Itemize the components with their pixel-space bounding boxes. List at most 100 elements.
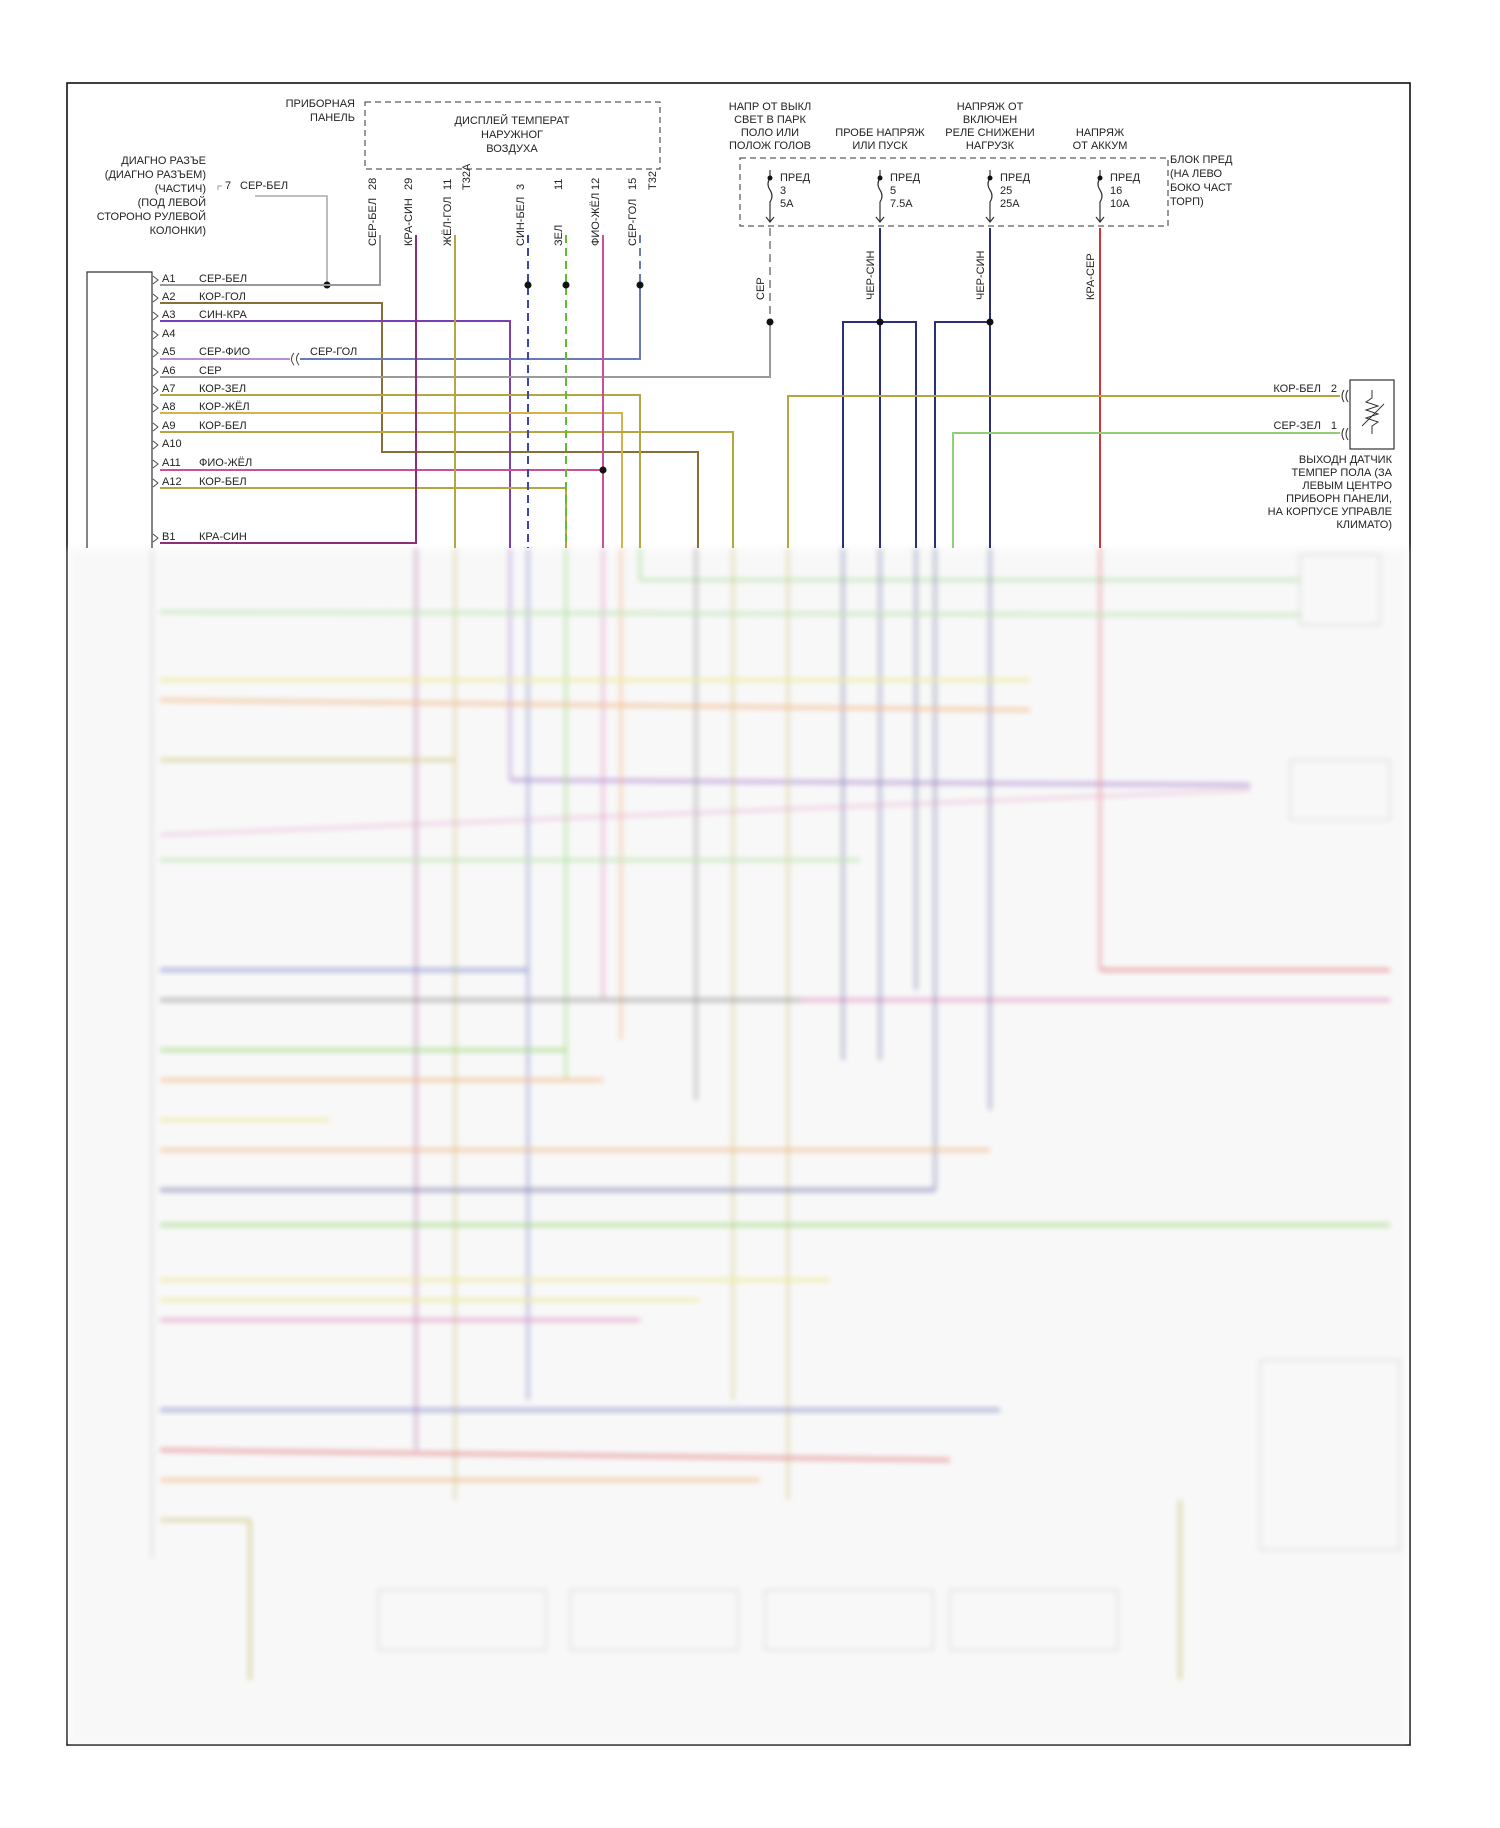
diag-line: (ДИАГНО РАЗЪЕМ) bbox=[105, 169, 206, 181]
control-pin-number: A7 bbox=[162, 383, 175, 395]
display-line: ДИСПЛЕЙ ТЕМПЕРАТ bbox=[455, 114, 570, 127]
diag-wire-label: СЕР-БЕЛ bbox=[240, 180, 288, 192]
power-source-line: НАГРУЗК bbox=[966, 140, 1015, 152]
display-box bbox=[364, 101, 661, 170]
display-line: НАРУЖНОГ bbox=[481, 129, 543, 141]
sensor-pin-wire: КОР-БЕЛ bbox=[1273, 383, 1321, 395]
control-pin-number: A1 bbox=[162, 273, 175, 285]
fuse-box bbox=[739, 157, 1169, 227]
display-pin-wire: КРА-СИН bbox=[403, 198, 415, 246]
pin-terminal bbox=[152, 330, 159, 340]
fuse-icon bbox=[1095, 170, 1105, 223]
pin-terminal bbox=[152, 293, 159, 303]
control-pin-wire: ФИО-ЖЁЛ bbox=[199, 457, 252, 469]
fuse-wire: КРА-СЕР bbox=[1085, 253, 1097, 300]
inline-wire-label: СЕР-ГОЛ bbox=[310, 346, 357, 358]
fuse-number: 25 bbox=[1000, 185, 1012, 197]
fuse-terminal bbox=[767, 175, 773, 181]
fuse-label: ПРЕД bbox=[1110, 172, 1141, 184]
fuse-box-line: (НА ЛЕВО bbox=[1170, 168, 1223, 180]
control-pin-wire: КОР-БЕЛ bbox=[199, 476, 247, 488]
fuse-number: 3 bbox=[780, 185, 786, 197]
control-pin-number: B1 bbox=[162, 531, 175, 543]
control-pin-number: A11 bbox=[162, 457, 181, 469]
fuse-wire: ЧЕР-СИН bbox=[865, 250, 877, 300]
fuse-number: 5 bbox=[890, 185, 896, 197]
fuse-box-label: БЛОК ПРЕД (НА ЛЕВО БОКО ЧАСТ ТОРП) bbox=[1170, 154, 1233, 208]
control-pin-number: A3 bbox=[162, 309, 175, 321]
diag-line: (ПОД ЛЕВОЙ bbox=[138, 196, 206, 209]
diag-line: (ЧАСТИЧ) bbox=[155, 183, 206, 195]
diag-pin: 7 bbox=[225, 180, 231, 192]
sensor-pin-wire: СЕР-ЗЕЛ bbox=[1274, 420, 1321, 432]
control-pin-wire: КОР-ЖЁЛ bbox=[199, 401, 250, 413]
fuse-rating: 5A bbox=[780, 198, 794, 210]
control-pin-wire: КОР-ГОЛ bbox=[199, 291, 246, 303]
instrument-panel: ПРИБОРНАЯ ПАНЕЛЬ bbox=[286, 98, 355, 124]
diag-connector-label: ДИАГНО РАЗЪЕ (ДИАГНО РАЗЪЕМ) (ЧАСТИЧ)(ПОД … bbox=[97, 155, 206, 237]
power-source-line: ПРОБЕ НАПРЯЖ bbox=[835, 127, 924, 139]
pin-terminal bbox=[152, 385, 159, 395]
fuse-terminal bbox=[1097, 175, 1103, 181]
obscured-lower-area bbox=[68, 548, 1408, 1744]
power-source-line: СВЕТ В ПАРК bbox=[734, 114, 806, 126]
power-source-line: ИЛИ ПУСК bbox=[852, 140, 908, 152]
display-pin-number: 15 bbox=[627, 178, 639, 190]
display-pin-number: 28 bbox=[367, 178, 379, 190]
diagram-frame bbox=[66, 82, 1411, 1746]
floor-temp-sensor bbox=[1349, 379, 1395, 450]
control-pin-wire: СЕР-БЕЛ bbox=[199, 273, 247, 285]
control-pin-wire: КОР-ЗЕЛ bbox=[199, 383, 246, 395]
pin-terminal bbox=[152, 311, 159, 321]
control-pin-wire: СИН-КРА bbox=[199, 309, 247, 321]
fuse-rating: 25A bbox=[1000, 198, 1020, 210]
control-pin-wire: КОР-БЕЛ bbox=[199, 420, 247, 432]
pin-terminal bbox=[152, 275, 159, 285]
diag-wire bbox=[217, 185, 222, 190]
sensor-line: ЛЕВЫМ ЦЕНТРО bbox=[1302, 480, 1392, 492]
display-pin-number: 3 bbox=[515, 184, 527, 190]
pin-terminal bbox=[152, 403, 159, 413]
junction-dots bbox=[524, 281, 994, 474]
power-source-line: НАПРЯЖ bbox=[1076, 127, 1124, 139]
pin-terminal bbox=[152, 367, 159, 377]
fuse-terminal bbox=[987, 175, 993, 181]
fuse-icon bbox=[875, 170, 885, 223]
sensor-line: КЛИМАТО) bbox=[1336, 519, 1392, 531]
sensor-line: ВЫХОДН ДАТЧИК bbox=[1299, 454, 1393, 466]
sensor-line: НА КОРПУСЕ УПРАВЛЕ bbox=[1268, 506, 1392, 518]
fuse-wire: ЧЕР-СИН bbox=[975, 250, 987, 300]
power-source-line: НАПР ОТ ВЫКЛ bbox=[729, 101, 812, 113]
display-pin-wire: СИН-БЕЛ bbox=[515, 197, 527, 246]
display-label: ДИСПЛЕЙ ТЕМПЕРАТ НАРУЖНОГ ВОЗДУХА bbox=[455, 114, 570, 155]
control-pin-number: A10 bbox=[162, 438, 182, 450]
fuse-box-line: БОКО ЧАСТ bbox=[1170, 182, 1233, 194]
sensor-line: ПРИБОРН ПАНЕЛИ, bbox=[1286, 493, 1392, 505]
control-pin-number: A4 bbox=[162, 328, 175, 340]
fuse-icon bbox=[765, 170, 775, 223]
control-pin-number: A6 bbox=[162, 365, 175, 377]
power-source-line: ОТ АККУМ bbox=[1073, 140, 1128, 152]
display-pin-wire: ФИО-ЖЁЛ bbox=[590, 193, 602, 246]
instrument-panel-line: ПАНЕЛЬ bbox=[310, 112, 355, 124]
pin-terminal bbox=[152, 533, 159, 543]
power-source-line: ВКЛЮЧЕН bbox=[963, 114, 1017, 126]
fuse-icon bbox=[985, 170, 995, 223]
fuse-number: 16 bbox=[1110, 185, 1122, 197]
diag-line: КОЛОНКИ) bbox=[150, 225, 206, 237]
display-pin-number: 12 bbox=[590, 178, 602, 190]
display-pin-wire: СЕР-БЕЛ bbox=[367, 198, 379, 246]
fuse-wire: СЕР bbox=[755, 277, 767, 300]
display-pins: 28 СЕР-БЕЛ 29 КРА-СИН 11 ЖЁЛ-ГОЛ T32A 3 СИН-БЕЛ 1… bbox=[367, 163, 659, 246]
pin-terminal bbox=[152, 348, 159, 358]
control-pin-number: A12 bbox=[162, 476, 182, 488]
display-line: ВОЗДУХА bbox=[486, 143, 538, 155]
fuse-label: ПРЕД bbox=[1000, 172, 1031, 184]
control-pin-wire: СЕР-ФИО bbox=[199, 346, 251, 358]
fuse-terminal bbox=[877, 175, 883, 181]
sensor-line: ТЕМПЕР ПОЛА (ЗА bbox=[1292, 467, 1393, 479]
pin-terminal bbox=[152, 422, 159, 432]
control-pin-number: A8 bbox=[162, 401, 175, 413]
instrument-panel-line: ПРИБОРНАЯ bbox=[286, 98, 355, 110]
